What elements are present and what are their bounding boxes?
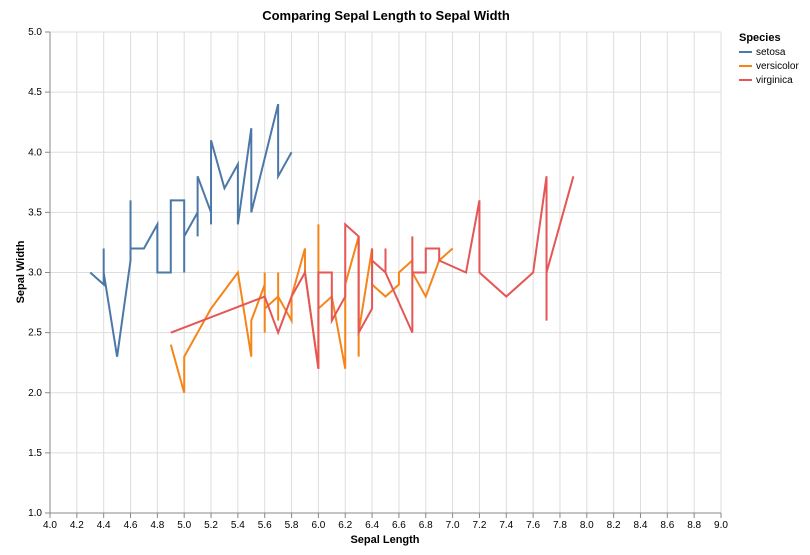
- x-tick-label: 7.4: [499, 520, 513, 531]
- x-tick-label: 8.8: [687, 520, 701, 531]
- x-tick-label: 9.0: [714, 520, 728, 531]
- x-tick-label: 8.4: [634, 520, 648, 531]
- x-tick-label: 5.2: [204, 520, 218, 531]
- x-tick-label: 5.8: [285, 520, 299, 531]
- x-tick-label: 4.8: [150, 520, 164, 531]
- x-tick-label: 8.6: [660, 520, 674, 531]
- legend-label-versicolor: versicolor: [756, 61, 799, 72]
- x-tick-label: 6.4: [365, 520, 379, 531]
- y-tick-label: 5.0: [28, 27, 42, 38]
- x-tick-label: 7.8: [553, 520, 567, 531]
- legend-title: Species: [739, 32, 781, 44]
- x-tick-label: 6.2: [338, 520, 352, 531]
- y-tick-label: 4.5: [28, 87, 42, 98]
- x-axis-title: Sepal Length: [350, 534, 419, 546]
- x-tick-label: 7.6: [526, 520, 540, 531]
- x-tick-label: 4.6: [124, 520, 138, 531]
- x-tick-label: 6.8: [419, 520, 433, 531]
- y-tick-label: 1.5: [28, 448, 42, 459]
- x-tick-label: 4.0: [43, 520, 57, 531]
- y-axis-title: Sepal Width: [15, 240, 27, 303]
- x-tick-label: 4.2: [70, 520, 84, 531]
- legend-label-virginica: virginica: [756, 75, 793, 86]
- x-tick-label: 8.2: [607, 520, 621, 531]
- x-tick-label: 5.6: [258, 520, 272, 531]
- series-line-setosa[interactable]: [89, 103, 293, 357]
- chart-title: Comparing Sepal Length to Sepal Width: [262, 8, 510, 23]
- x-tick-label: 6.0: [311, 520, 325, 531]
- x-tick-label: 4.4: [97, 520, 111, 531]
- x-tick-label: 5.4: [231, 520, 245, 531]
- y-tick-label: 4.0: [28, 147, 42, 158]
- x-tick-label: 5.0: [177, 520, 191, 531]
- y-tick-label: 3.0: [28, 268, 42, 279]
- y-tick-label: 3.5: [28, 207, 42, 218]
- series-line-virginica[interactable]: [170, 176, 575, 369]
- x-tick-label: 7.0: [446, 520, 460, 531]
- y-tick-label: 1.0: [28, 508, 42, 519]
- y-tick-label: 2.0: [28, 388, 42, 399]
- x-tick-label: 8.0: [580, 520, 594, 531]
- x-tick-label: 6.6: [392, 520, 406, 531]
- series-line-versicolor[interactable]: [169, 224, 454, 394]
- y-tick-label: 2.5: [28, 328, 42, 339]
- x-tick-label: 7.2: [472, 520, 486, 531]
- legend-label-setosa: setosa: [756, 47, 786, 58]
